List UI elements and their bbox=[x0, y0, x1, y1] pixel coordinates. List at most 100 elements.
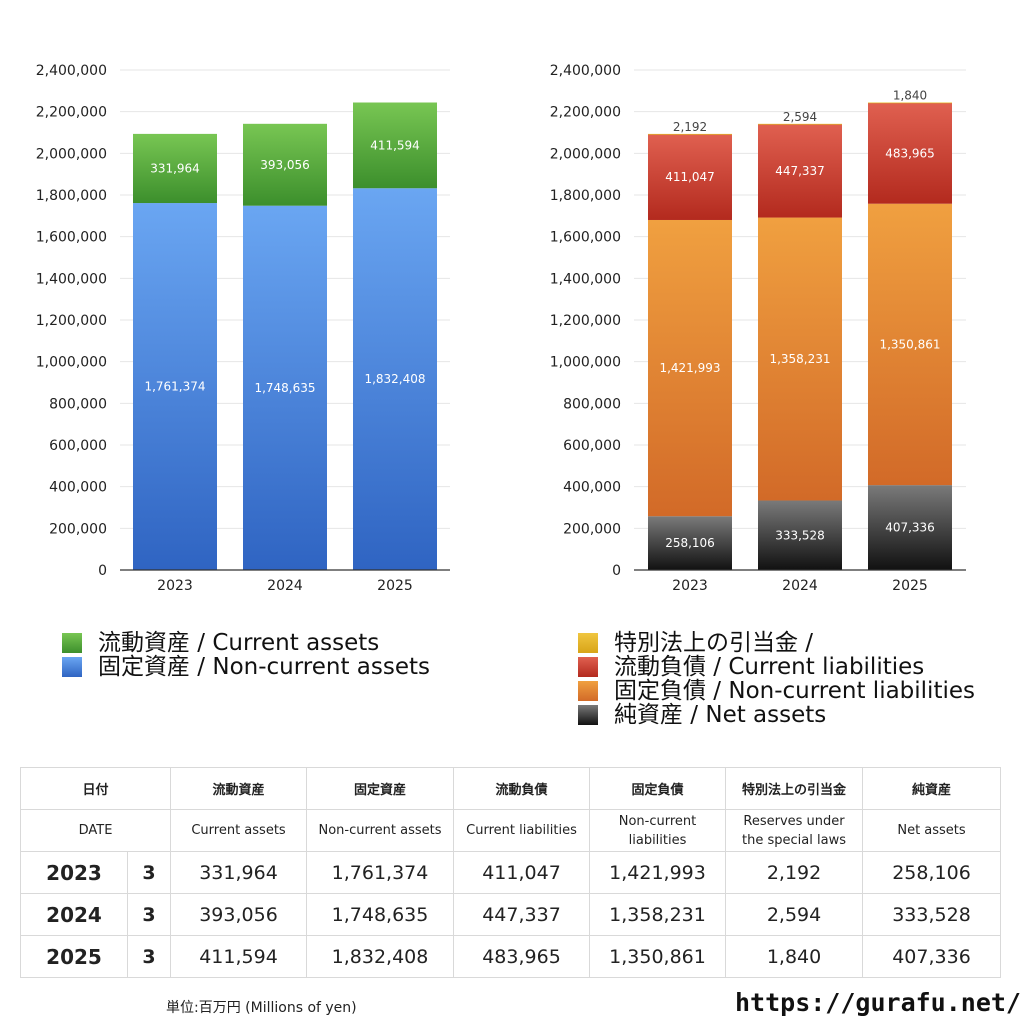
x-tick-label: 2023 bbox=[157, 578, 193, 594]
legend-swatch bbox=[578, 633, 598, 653]
header-cell: Non-current assets bbox=[306, 809, 455, 852]
legend-item-current-liabilities: 流動負債 / Current liabilities bbox=[578, 655, 975, 679]
bar-segment bbox=[868, 485, 952, 570]
y-tick-label: 600,000 bbox=[563, 438, 621, 454]
x-tick-label: 2024 bbox=[267, 578, 303, 594]
y-tick-label: 2,200,000 bbox=[36, 105, 107, 121]
bar-data-label: 393,056 bbox=[260, 158, 310, 172]
bar-segment bbox=[868, 102, 952, 104]
y-tick-label: 1,200,000 bbox=[550, 313, 621, 329]
header-cell: 特別法上の引当金 bbox=[725, 767, 864, 810]
row-year: 2024 bbox=[20, 893, 128, 936]
header-cell: Reserves under the special laws bbox=[725, 809, 864, 852]
table-cell: 1,350,861 bbox=[589, 935, 727, 978]
bar-segment bbox=[758, 217, 842, 501]
legend-swatch bbox=[62, 633, 82, 653]
x-tick-label: 2024 bbox=[782, 578, 818, 594]
bar-segment bbox=[243, 205, 327, 570]
table-cell: 2,192 bbox=[725, 851, 864, 894]
y-tick-label: 1,600,000 bbox=[36, 230, 107, 246]
table-cell: 1,748,635 bbox=[306, 893, 455, 936]
legend-item-non-current-assets: 固定資産 / Non-current assets bbox=[62, 655, 430, 679]
y-tick-label: 0 bbox=[98, 563, 107, 579]
legend-assets: 流動資産 / Current assets 固定資産 / Non-current… bbox=[62, 631, 430, 679]
legend-label: 固定資産 / Non-current assets bbox=[98, 654, 431, 680]
table-cell: 447,337 bbox=[453, 893, 591, 936]
bar-data-label: 407,336 bbox=[885, 521, 935, 535]
x-tick-label: 2023 bbox=[672, 578, 708, 594]
row-month: 3 bbox=[126, 935, 172, 978]
table-cell: 331,964 bbox=[170, 851, 308, 894]
header-date-en: DATE bbox=[19, 809, 172, 852]
bar-segment bbox=[133, 203, 217, 570]
bar-data-label: 1,748,635 bbox=[254, 381, 315, 395]
legend-label: 固定負債 / Non-current liabilities bbox=[614, 678, 975, 704]
bar-data-label: 1,832,408 bbox=[364, 372, 425, 386]
legend-item-reserves: 特別法上の引当金 / bbox=[578, 631, 975, 655]
y-tick-label: 200,000 bbox=[563, 521, 621, 537]
table-cell: 1,832,408 bbox=[306, 935, 455, 978]
y-tick-label: 2,400,000 bbox=[36, 63, 107, 79]
assets-chart: 0 200,000 400,000 600,000 800,000 1,000,000 1,… bbox=[36, 63, 450, 594]
y-tick-label: 1,600,000 bbox=[550, 230, 621, 246]
header-cell: Current assets bbox=[170, 809, 308, 852]
table-cell: 393,056 bbox=[170, 893, 308, 936]
header-cell: Net assets bbox=[862, 809, 1002, 852]
bar-data-label: 411,047 bbox=[665, 170, 715, 184]
y-tick-label: 2,200,000 bbox=[550, 105, 621, 121]
y-tick-label: 2,000,000 bbox=[36, 146, 107, 162]
table-header-en: DATE Current assets Non-current assets C… bbox=[19, 809, 1002, 852]
bar-data-label: 2,192 bbox=[673, 120, 707, 134]
row-month: 3 bbox=[126, 851, 172, 894]
table-cell: 1,421,993 bbox=[589, 851, 727, 894]
legend-item-non-current-liabilities: 固定負債 / Non-current liabilities bbox=[578, 679, 975, 703]
bar-data-label: 411,594 bbox=[370, 138, 420, 152]
y-tick-label: 1,800,000 bbox=[36, 188, 107, 204]
bar-segment bbox=[648, 133, 732, 135]
y-tick-label: 1,000,000 bbox=[36, 355, 107, 371]
legend-label: 流動資産 / Current assets bbox=[98, 630, 380, 656]
bar-data-label: 1,840 bbox=[893, 88, 927, 102]
y-tick-label: 400,000 bbox=[563, 480, 621, 496]
x-tick-label: 2025 bbox=[892, 578, 928, 594]
bar-data-label: 1,761,374 bbox=[144, 380, 205, 394]
bar-segment bbox=[133, 133, 217, 204]
site-url[interactable]: https://gurafu.net/ bbox=[735, 988, 1021, 1017]
table-row: 2025 3 411,594 1,832,408 483,965 1,350,8… bbox=[20, 935, 1002, 978]
legend-item-current-assets: 流動資産 / Current assets bbox=[62, 631, 430, 655]
legend-label: 純資産 / Net assets bbox=[614, 702, 827, 728]
table-cell: 1,358,231 bbox=[589, 893, 727, 936]
y-tick-label: 1,000,000 bbox=[550, 355, 621, 371]
liabilities-net-assets-chart: 0 200,000 400,000 600,000 800,000 1,000,000 1,… bbox=[550, 63, 966, 594]
y-tick-label: 2,000,000 bbox=[550, 146, 621, 162]
bar-segment bbox=[648, 134, 732, 220]
legend-swatch bbox=[578, 681, 598, 701]
y-tick-label: 800,000 bbox=[563, 396, 621, 412]
bar-data-label: 1,421,993 bbox=[659, 361, 720, 375]
charts-canvas: 0 200,000 400,000 600,000 800,000 1,000,000 1,… bbox=[36, 63, 966, 594]
bar-segment bbox=[758, 124, 842, 218]
legend-item-net-assets: 純資産 / Net assets bbox=[578, 703, 975, 727]
legend-label: 流動負債 / Current liabilities bbox=[614, 654, 925, 680]
y-tick-label: 800,000 bbox=[49, 396, 107, 412]
bar-segment bbox=[868, 102, 952, 204]
y-tick-label: 1,400,000 bbox=[550, 271, 621, 287]
row-year: 2025 bbox=[20, 935, 128, 978]
table-cell: 333,528 bbox=[862, 893, 1002, 936]
y-tick-label: 400,000 bbox=[49, 480, 107, 496]
bar-data-label: 483,965 bbox=[885, 146, 935, 160]
bar-data-label: 331,964 bbox=[150, 161, 200, 175]
y-tick-label: 1,200,000 bbox=[36, 313, 107, 329]
table-cell: 1,840 bbox=[725, 935, 864, 978]
y-tick-label: 2,400,000 bbox=[550, 63, 621, 79]
legend-liabilities: 特別法上の引当金 / 流動負債 / Current liabilities 固定… bbox=[578, 631, 975, 727]
table-cell: 411,047 bbox=[453, 851, 591, 894]
legend-swatch bbox=[578, 705, 598, 725]
bar-data-label: 447,337 bbox=[775, 164, 825, 178]
legend-label: 特別法上の引当金 / bbox=[614, 630, 814, 656]
header-date-jp: 日付 bbox=[19, 767, 172, 810]
financial-table: 日付 流動資産 固定資産 流動負債 固定負債 特別法上の引当金 純資産 DATE… bbox=[19, 767, 1002, 978]
unit-footnote: 単位:百万円 (Millions of yen) bbox=[166, 1000, 357, 1016]
table-cell: 2,594 bbox=[725, 893, 864, 936]
y-tick-label: 200,000 bbox=[49, 521, 107, 537]
